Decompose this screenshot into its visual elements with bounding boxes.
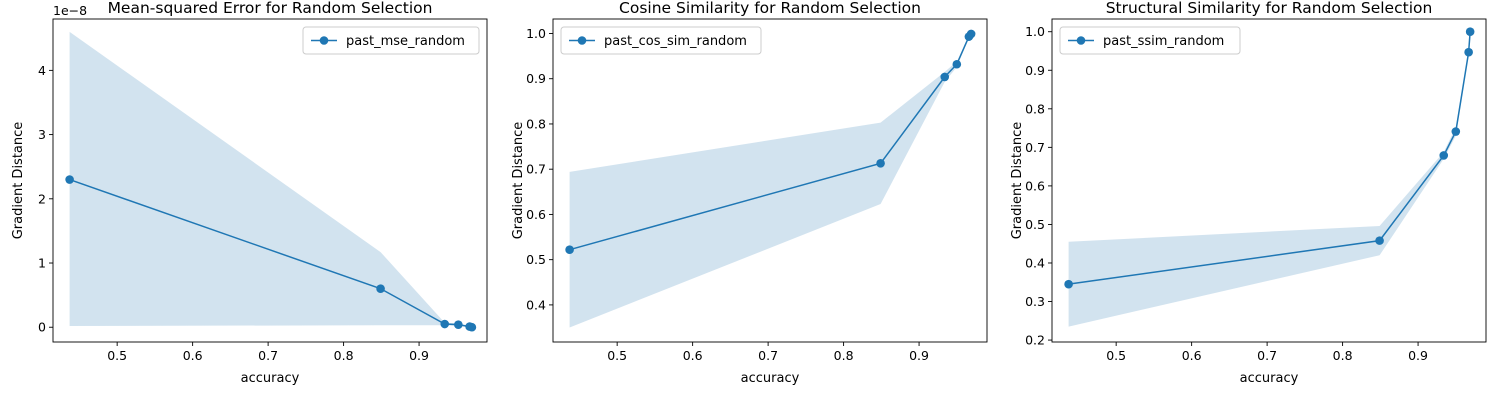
x-axis-label: accuracy [241, 371, 300, 386]
confidence-band [69, 31, 472, 328]
x-tick-label: 0.9 [1408, 348, 1428, 363]
data-point [876, 159, 885, 168]
y-tick-label: 0.2 [1025, 333, 1045, 348]
y-axis-label: Gradient Distance [11, 122, 26, 240]
data-point [376, 284, 385, 294]
chart-panel-3: 0.5 0.6 0.7 0.8 0.9 0.2 0.3 0.4 0.5 0.6 0.7 0.8 0.9 1… [1010, 0, 1487, 386]
y-tick-label: 0.4 [526, 297, 546, 312]
x-tick-label: 0.8 [834, 348, 854, 363]
legend-box [302, 26, 480, 55]
data-point [1451, 127, 1461, 136]
confidence-band [1068, 31, 1471, 327]
y-tick-label: 0.8 [1025, 101, 1045, 116]
data-point [952, 59, 962, 69]
chart-panel-1: 0.5 0.6 0.7 0.8 0.9 0 1 2 3 4 Mean-squared Error f… [11, 0, 488, 386]
x-tick-label: 0.6 [683, 348, 703, 363]
legend-label: past_mse_random [346, 34, 465, 49]
y-tick-label: 0.7 [526, 162, 546, 177]
axes-frame [552, 18, 988, 343]
legend: past_mse_random [302, 26, 480, 55]
y-tick-label: 0.7 [1025, 140, 1045, 155]
x-tick-label: 0.5 [1106, 348, 1126, 363]
data-point [1064, 279, 1073, 289]
legend-box [560, 26, 762, 55]
x-axis-label: accuracy [741, 371, 800, 386]
axes-frame [52, 18, 488, 343]
data-point [1464, 47, 1473, 57]
y-tick-label: 0.9 [526, 71, 546, 86]
legend-label: past_cos_sim_random [604, 34, 747, 49]
data-point [440, 319, 450, 329]
legend-marker [1076, 36, 1086, 45]
y-tick-label: 0.5 [526, 252, 546, 267]
y-tick-label: 0.3 [1025, 294, 1045, 309]
x-tick-label: 0.9 [909, 348, 929, 363]
y-tick-label: 0.5 [1025, 217, 1045, 232]
y-tick-label: 3 [38, 127, 46, 142]
y-tick-label: 4 [38, 63, 46, 78]
legend-marker [319, 36, 329, 45]
y-tick-label: 0.6 [526, 207, 546, 222]
y-offset-text: 1e−8 [53, 3, 87, 18]
legend: past_cos_sim_random [560, 26, 762, 55]
x-tick-label: 0.6 [183, 348, 203, 363]
data-point [65, 175, 74, 184]
y-tick-label: 0.4 [1025, 255, 1045, 270]
y-tick-label: 0 [38, 320, 46, 335]
x-tick-label: 0.7 [758, 348, 778, 363]
x-tick-label: 0.9 [409, 348, 429, 363]
y-axis-label: Gradient Distance [511, 122, 526, 240]
x-tick-label: 0.5 [107, 348, 127, 363]
legend-marker [577, 36, 587, 45]
data-point [1439, 151, 1449, 160]
chart-title: Mean-squared Error for Random Selection [108, 0, 433, 17]
y-tick-label: 1 [38, 256, 46, 271]
data-point [1465, 27, 1475, 37]
chart-title: Structural Similarity for Random Selecti… [1106, 0, 1433, 17]
chart-panel-2: 0.5 0.6 0.7 0.8 0.9 0.4 0.5 0.6 0.7 0.8 0.9 1.0 Cosi… [511, 0, 988, 386]
data-point [565, 245, 574, 255]
x-tick-label: 0.8 [1333, 348, 1353, 363]
x-tick-label: 0.6 [1182, 348, 1202, 363]
y-tick-label: 1.0 [1025, 24, 1045, 39]
y-tick-label: 2 [38, 191, 46, 206]
data-point [966, 29, 976, 39]
x-tick-label: 0.8 [334, 348, 354, 363]
y-tick-label: 1.0 [526, 26, 546, 41]
y-tick-label: 0.8 [526, 116, 546, 131]
y-tick-label: 0.6 [1025, 178, 1045, 193]
legend-label: past_ssim_random [1103, 34, 1224, 49]
legend: past_ssim_random [1059, 26, 1241, 55]
data-point [467, 322, 477, 332]
data-point [1375, 236, 1384, 245]
y-tick-label: 0.9 [1025, 63, 1045, 78]
data-point [454, 320, 463, 329]
data-point [940, 72, 950, 82]
legend-box [1059, 26, 1241, 55]
x-tick-label: 0.7 [258, 348, 278, 363]
x-tick-label: 0.7 [1257, 348, 1277, 363]
chart-title: Cosine Similarity for Random Selection [619, 0, 921, 17]
x-axis-label: accuracy [1240, 371, 1299, 386]
y-axis-label: Gradient Distance [1010, 122, 1025, 240]
confidence-band [569, 33, 972, 328]
x-tick-label: 0.5 [607, 348, 627, 363]
axes-frame [1051, 18, 1487, 343]
